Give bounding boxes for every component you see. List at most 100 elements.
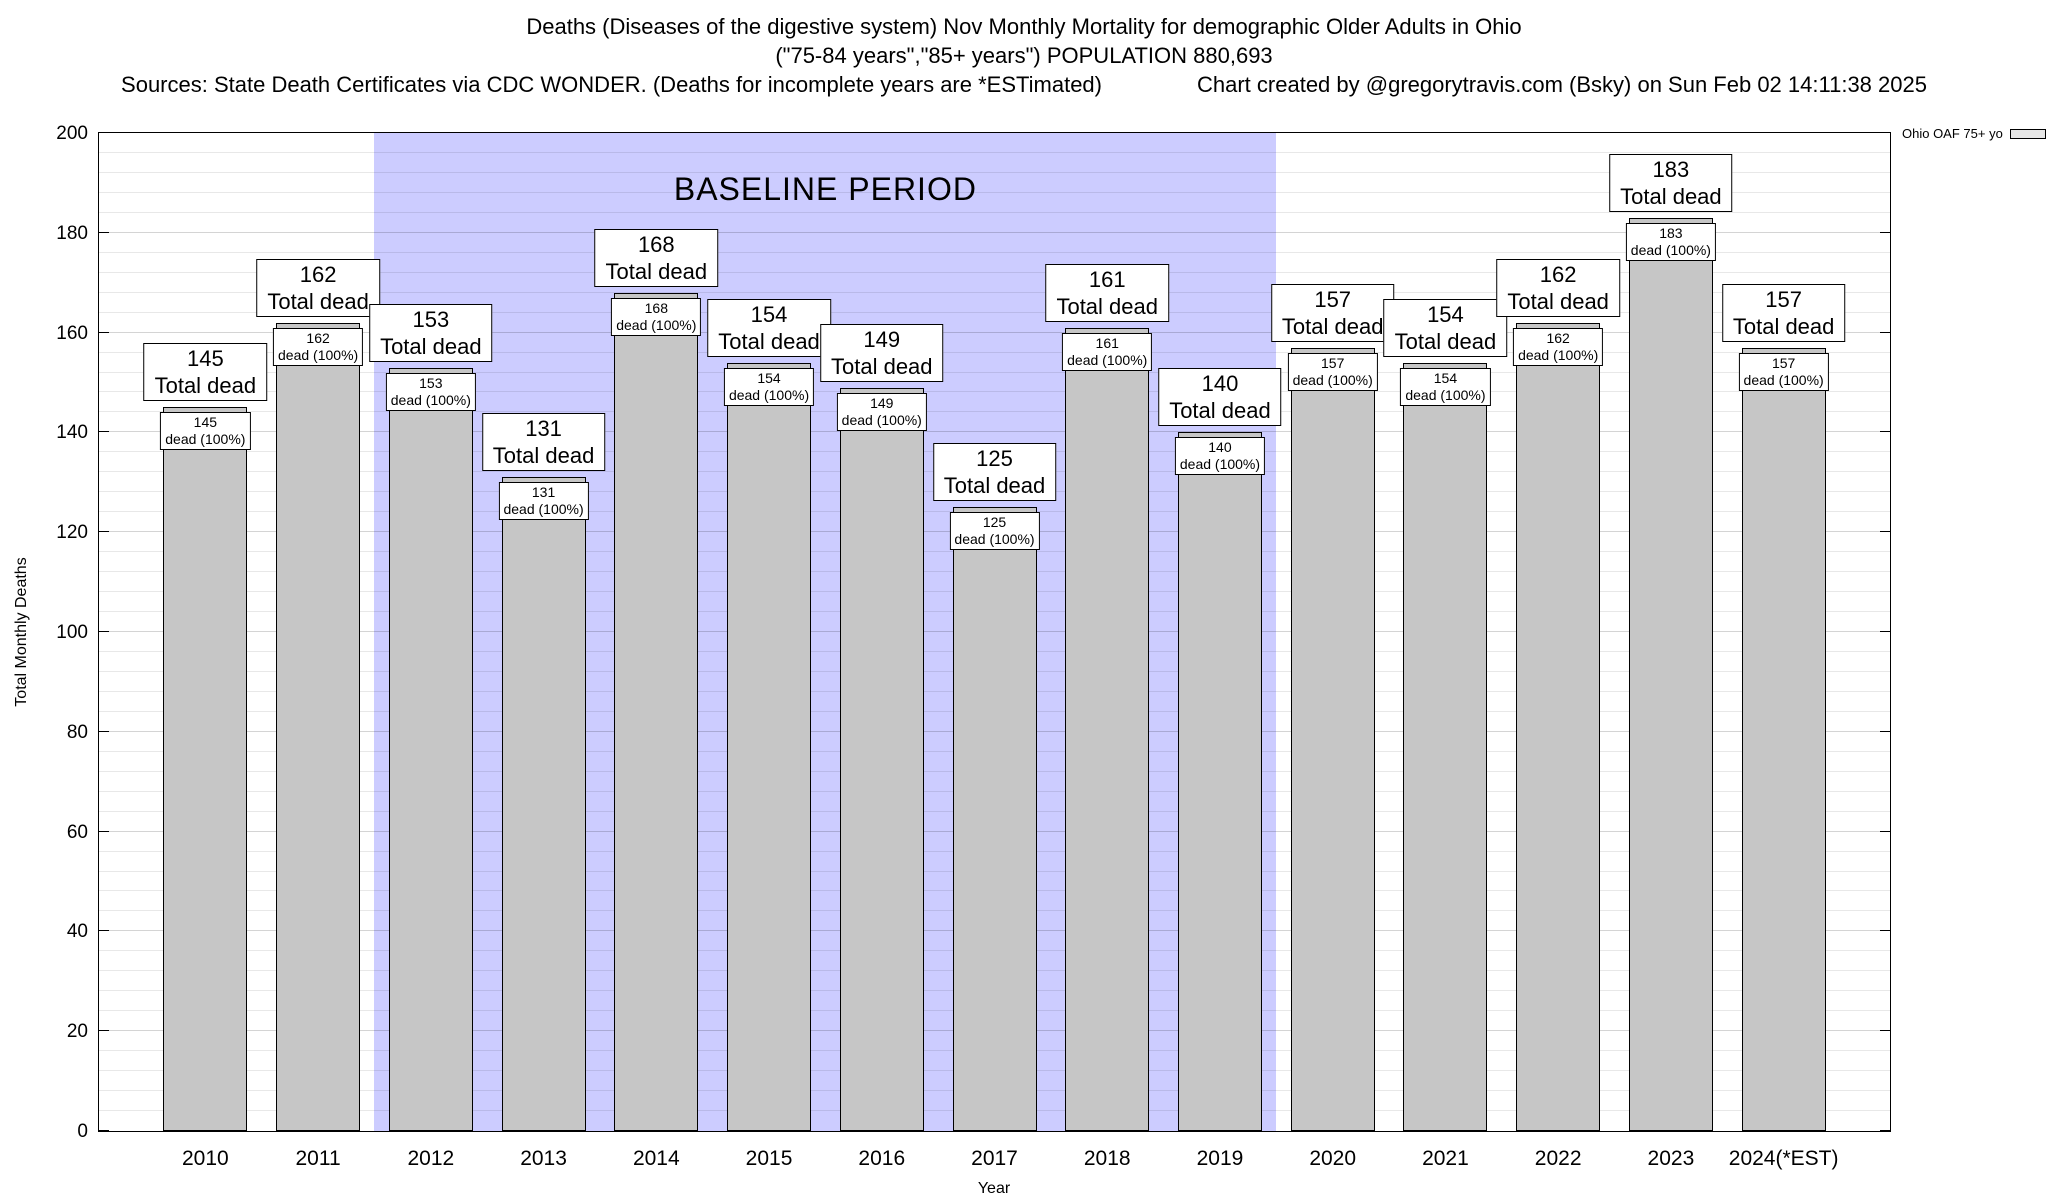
x-tick-label-2024(*EST): 2024(*EST) — [1728, 1147, 1839, 1170]
y-tick-mark — [99, 531, 109, 533]
y-tick-mark — [1880, 730, 1890, 732]
chart-header: Deaths (Diseases of the digestive system… — [0, 12, 2048, 99]
bar-inner-label-2013: 131 dead (100%) — [498, 482, 589, 521]
x-tick-label-2020: 2020 — [1309, 1147, 1357, 1170]
bar-total-label-2010: 145 Total dead — [143, 343, 268, 402]
x-tick-label-2015: 2015 — [745, 1147, 793, 1170]
y-tick-mark — [99, 231, 109, 233]
gridline-minor — [99, 391, 1890, 393]
x-tick-label-2012: 2012 — [407, 1147, 455, 1170]
gridline-minor — [99, 251, 1890, 253]
y-tick-mark — [99, 1030, 109, 1032]
y-tick-label: 80 — [66, 721, 88, 743]
bar-inner-label-2018: 161 dead (100%) — [1062, 332, 1153, 371]
gridline-minor — [99, 371, 1890, 373]
y-tick-mark — [1880, 531, 1890, 533]
y-tick-label: 160 — [56, 322, 88, 344]
y-tick-label: 20 — [66, 1021, 88, 1043]
x-tick-label-2011: 2011 — [295, 1147, 341, 1170]
bar-2012: 153 dead (100%) — [385, 367, 476, 1131]
y-tick-mark — [1880, 1130, 1890, 1131]
bar-2024(*EST): 157 dead (100%) — [1738, 347, 1829, 1131]
bar-2015: 154 dead (100%) — [723, 362, 815, 1131]
bar-2011: 162 dead (100%) — [273, 322, 364, 1131]
gridline-minor — [99, 411, 1890, 413]
chart-sources: Sources: State Death Certificates via CD… — [121, 72, 1102, 97]
plot-area: BASELINE PERIOD 145 dead (100%) 145 Total d… — [98, 132, 1891, 1132]
bar-2020: 157 dead (100%) — [1287, 347, 1378, 1131]
bar-2023: 183 dead (100%) — [1625, 217, 1716, 1131]
bar-2017: 125 dead (100%) — [949, 507, 1040, 1131]
bar-total-label-2019: 140 Total dead — [1158, 368, 1282, 427]
x-axis-title: Year — [977, 1180, 1011, 1197]
y-tick-label: 60 — [66, 821, 88, 843]
bar-inner-label-2016: 149 dead (100%) — [836, 392, 927, 431]
legend-label: Ohio OAF 75+ yo — [1902, 126, 2003, 141]
bar-total-label-2013: 131 Total dead — [481, 413, 606, 472]
bar-2022: 162 dead (100%) — [1513, 322, 1604, 1131]
gridline-minor — [99, 211, 1890, 213]
bar-total-label-2022: 162 Total dead — [1496, 258, 1620, 317]
bar-inner-label-2012: 153 dead (100%) — [385, 372, 476, 411]
chart-credit: Chart created by @gregorytravis.com (Bsk… — [1197, 72, 1927, 97]
baseline-period-label: BASELINE PERIOD — [673, 171, 977, 207]
bar-2019: 140 dead (100%) — [1174, 432, 1266, 1131]
y-tick-mark — [1880, 830, 1890, 832]
bar-inner-label-2020: 157 dead (100%) — [1287, 352, 1378, 391]
x-tick-label-2010: 2010 — [182, 1147, 229, 1170]
y-tick-mark — [99, 631, 109, 632]
x-tick-label-2019: 2019 — [1196, 1147, 1244, 1170]
x-tick-label-2021: 2021 — [1422, 1147, 1469, 1170]
bar-2016: 149 dead (100%) — [836, 387, 927, 1131]
bar-total-label-2015: 154 Total dead — [707, 298, 831, 357]
y-tick-mark — [1880, 631, 1890, 632]
y-tick-label: 0 — [77, 1121, 88, 1142]
bar-total-label-2017: 125 Total dead — [932, 443, 1057, 502]
y-tick-mark — [1880, 231, 1890, 233]
y-tick-mark — [1880, 431, 1890, 433]
y-tick-label: 200 — [56, 123, 88, 144]
y-tick-label: 120 — [56, 522, 88, 544]
x-tick-label-2022: 2022 — [1534, 1147, 1582, 1170]
bar-total-label-2014: 168 Total dead — [594, 228, 719, 287]
y-tick-label: 40 — [66, 921, 88, 943]
x-tick-label-2023: 2023 — [1647, 1147, 1695, 1170]
bar-total-label-2023: 183 Total dead — [1609, 153, 1733, 212]
x-tick-label-2016: 2016 — [858, 1147, 906, 1170]
bar-total-label-2011: 162 Total dead — [256, 258, 380, 317]
gridline-major — [99, 331, 1890, 333]
gridline-minor — [99, 311, 1890, 313]
bar-2010: 145 dead (100%) — [160, 407, 251, 1131]
y-tick-mark — [99, 132, 109, 133]
y-tick-mark — [1880, 930, 1890, 932]
bar-2021: 154 dead (100%) — [1400, 362, 1491, 1131]
bar-inner-label-2010: 145 dead (100%) — [160, 412, 251, 451]
chart-title: Deaths (Diseases of the digestive system… — [526, 14, 1522, 39]
gridline-minor — [99, 291, 1890, 293]
bar-inner-label-2017: 125 dead (100%) — [949, 512, 1040, 551]
chart-meta-line: Sources: State Death Certificates via CD… — [0, 70, 2048, 99]
y-tick-mark — [1880, 331, 1890, 333]
bar-inner-label-2024(*EST): 157 dead (100%) — [1738, 352, 1829, 391]
y-tick-mark — [1880, 132, 1890, 133]
y-tick-mark — [99, 331, 109, 333]
y-tick-mark — [99, 1130, 109, 1131]
gridline-minor — [99, 271, 1890, 273]
bar-inner-label-2022: 162 dead (100%) — [1513, 327, 1604, 366]
gridline-major — [99, 231, 1890, 233]
y-tick-mark — [99, 830, 109, 832]
legend: Ohio OAF 75+ yo — [1902, 126, 2046, 141]
chart-subtitle: ("75-84 years","85+ years") POPULATION 8… — [775, 43, 1273, 68]
bar-total-label-2012: 153 Total dead — [369, 303, 493, 362]
bar-2018: 161 dead (100%) — [1062, 327, 1153, 1131]
y-tick-label: 100 — [56, 622, 88, 643]
x-tick-label-2013: 2013 — [520, 1147, 567, 1170]
bar-total-label-2021: 154 Total dead — [1383, 298, 1508, 357]
x-tick-label-2018: 2018 — [1083, 1147, 1131, 1170]
bar-inner-label-2011: 162 dead (100%) — [273, 327, 364, 366]
bar-2013: 131 dead (100%) — [498, 477, 589, 1131]
bar-2014: 168 dead (100%) — [611, 292, 702, 1131]
y-tick-mark — [99, 431, 109, 433]
bar-total-label-2018: 161 Total dead — [1045, 263, 1169, 322]
